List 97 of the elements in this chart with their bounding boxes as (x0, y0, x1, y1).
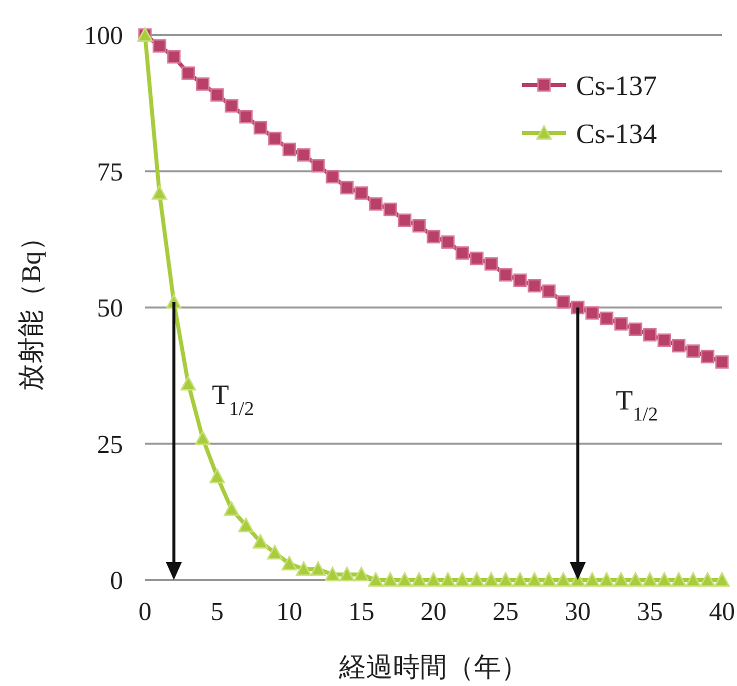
point (382, 572, 398, 587)
point (412, 219, 426, 232)
point (600, 312, 614, 326)
point (254, 120, 268, 134)
point (383, 202, 397, 216)
point (311, 159, 325, 173)
point (426, 230, 440, 244)
point (441, 235, 455, 249)
point (628, 322, 642, 336)
y-tick-label: 25 (97, 430, 123, 459)
y-tick-label: 100 (84, 21, 123, 50)
point (498, 268, 512, 282)
point (456, 246, 470, 260)
point (470, 252, 484, 266)
point (700, 350, 714, 364)
y-tick-label: 50 (97, 294, 123, 322)
point (224, 99, 238, 113)
point (483, 572, 499, 587)
point (714, 572, 730, 587)
point (598, 572, 614, 587)
y-axis-title: 放射能（Bq） (16, 224, 46, 391)
point (209, 468, 225, 484)
x-tick-label: 25 (492, 597, 519, 626)
point (267, 545, 283, 560)
x-tick-label: 5 (210, 597, 224, 626)
point (498, 572, 514, 587)
point (239, 110, 253, 124)
point (340, 180, 354, 194)
point (426, 572, 442, 587)
point (396, 572, 412, 587)
x-tick-label: 40 (709, 597, 735, 626)
point (238, 518, 254, 532)
point (152, 39, 166, 53)
point (167, 50, 181, 64)
point (628, 572, 644, 587)
point (398, 214, 412, 228)
point (411, 572, 427, 587)
legend-label: Cs-137 (576, 71, 657, 102)
point (556, 572, 572, 587)
point (642, 572, 658, 587)
x-tick-label: 35 (636, 597, 663, 626)
point (715, 355, 729, 369)
x-tick-label: 30 (564, 597, 591, 626)
point (196, 77, 210, 91)
point (526, 572, 542, 587)
point (282, 142, 296, 156)
point (484, 257, 498, 271)
point (252, 534, 268, 549)
point (469, 572, 485, 587)
point (542, 284, 556, 298)
annotation: T$_{1/2}$ (212, 380, 254, 420)
point (182, 66, 196, 80)
point (613, 572, 629, 587)
legend-label: Cs-134 (576, 119, 657, 150)
point (310, 561, 326, 576)
x-tick-label: 10 (276, 597, 302, 626)
point (268, 132, 282, 146)
point (296, 148, 310, 162)
point (670, 572, 686, 587)
point (584, 572, 600, 587)
point (324, 566, 340, 582)
point (440, 572, 456, 587)
point (513, 274, 527, 287)
point (282, 556, 297, 570)
point (224, 501, 240, 516)
point (354, 566, 370, 582)
point (210, 88, 224, 102)
point (700, 572, 716, 587)
point (369, 197, 383, 211)
point (368, 572, 384, 587)
y-tick-label: 0 (110, 566, 123, 595)
point (296, 561, 312, 576)
point (656, 572, 672, 587)
point (585, 306, 599, 320)
y-tick-label: 75 (97, 157, 123, 186)
point (354, 186, 368, 200)
point (643, 328, 657, 342)
point (672, 338, 686, 352)
point (326, 170, 340, 184)
point (556, 295, 570, 309)
point (512, 572, 528, 587)
point (686, 344, 700, 358)
point (614, 317, 628, 331)
point (541, 572, 557, 587)
point (658, 333, 672, 347)
x-tick-label: 15 (348, 597, 374, 626)
x-tick-label: 20 (420, 597, 446, 626)
x-tick-label: 0 (138, 597, 152, 626)
annotation: T$_{1/2}$ (616, 386, 658, 425)
point (685, 572, 701, 587)
point (180, 376, 196, 391)
x-axis-title: 経過時間（年） (338, 652, 528, 682)
point (528, 278, 542, 292)
point (152, 185, 168, 200)
point (194, 430, 210, 446)
point (339, 566, 355, 582)
point (454, 572, 470, 587)
